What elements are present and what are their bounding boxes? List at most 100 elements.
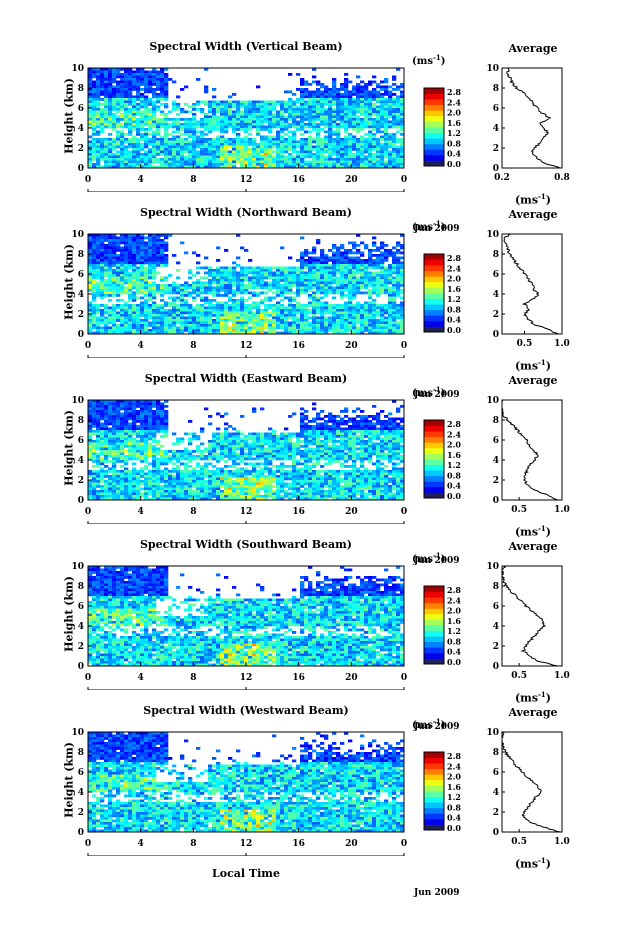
heatmap-cell: [400, 314, 405, 317]
heatmap-cell: [100, 410, 105, 413]
heatmap-cell: [132, 256, 137, 260]
heatmap-cell: [152, 289, 157, 292]
heatmap-cell: [232, 128, 237, 131]
heatmap-cell: [112, 450, 117, 453]
heatmap-cell: [160, 279, 165, 282]
heatmap-cell: [136, 158, 141, 161]
heatmap-cell: [300, 316, 305, 320]
heatmap-cell: [92, 75, 97, 79]
heatmap-cell: [176, 331, 181, 335]
heatmap-cell: [236, 120, 241, 124]
heatmap-cell: [256, 306, 261, 310]
heatmap-cell: [152, 75, 157, 79]
heatmap-cell: [292, 140, 297, 144]
heatmap-cell: [248, 304, 253, 307]
heatmap-cell: [240, 128, 245, 131]
heatmap-cell: [108, 163, 113, 166]
heatmap-cell: [116, 110, 121, 114]
heatmap-cell: [252, 291, 257, 295]
heatmap-cell: [336, 160, 341, 164]
heatmap-cell: [336, 324, 341, 327]
heatmap-cell: [108, 80, 113, 84]
heatmap-cell: [124, 145, 129, 149]
heatmap-cell: [292, 135, 297, 139]
heatmap-cell: [236, 299, 241, 302]
heatmap-cell: [124, 93, 129, 96]
heatmap-cell: [212, 314, 217, 317]
heatmap-cell: [152, 241, 157, 245]
heatmap-cell: [392, 125, 397, 129]
heatmap-cell: [108, 495, 113, 498]
heatmap-cell: [264, 145, 269, 149]
heatmap-cell: [120, 304, 125, 307]
heatmap-cell: [340, 321, 345, 325]
heatmap-cell: [292, 143, 297, 146]
heatmap-cell: [316, 133, 321, 136]
heatmap-cell: [312, 324, 317, 327]
heatmap-cell: [128, 236, 133, 240]
heatmap-cell: [260, 274, 265, 277]
heatmap-cell: [112, 98, 117, 101]
heatmap-cell: [148, 251, 153, 255]
heatmap-cell: [352, 291, 357, 295]
heatmap-cell: [388, 138, 393, 141]
heatmap-cell: [104, 98, 109, 101]
heatmap-cell: [200, 289, 205, 292]
heatmap-cell: [108, 140, 113, 144]
heatmap-cell: [92, 85, 97, 89]
y-tick-label: 2: [78, 310, 84, 320]
heatmap-cell: [88, 160, 93, 164]
heatmap-cell: [200, 281, 205, 285]
heatmap-cell: [148, 118, 153, 121]
heatmap-cell: [388, 153, 393, 156]
heatmap-cell: [260, 108, 265, 111]
heatmap-cell: [264, 165, 269, 169]
heatmap-cell: [112, 470, 117, 473]
heatmap-cell: [176, 284, 181, 287]
heatmap-cell: [328, 153, 333, 156]
heatmap-cell: [324, 113, 329, 116]
heatmap-cell: [300, 286, 305, 290]
heatmap-cell: [136, 274, 141, 277]
heatmap-cell: [336, 153, 341, 156]
heatmap-cell: [136, 68, 141, 71]
heatmap-cell: [108, 108, 113, 111]
colorbar-tick-label: 0.4: [447, 315, 461, 325]
heatmap-cell: [132, 254, 137, 257]
heatmap-cell: [256, 286, 261, 290]
heatmap-cell: [364, 301, 369, 305]
heatmap-cell: [104, 452, 109, 456]
heatmap-cell: [116, 103, 121, 106]
heatmap-cell: [92, 73, 97, 76]
heatmap-cell: [280, 135, 285, 139]
heatmap-cell: [336, 135, 341, 139]
heatmap-cell: [316, 239, 321, 242]
heatmap-cell: [396, 316, 401, 320]
heatmap-cell: [212, 118, 217, 121]
heatmap-cell: [324, 294, 329, 297]
heatmap-cell: [188, 321, 193, 325]
heatmap-cell: [260, 115, 265, 119]
heatmap-cell: [348, 93, 353, 96]
heatmap-cell: [152, 316, 157, 320]
heatmap-cell: [148, 299, 153, 302]
heatmap-cell: [172, 160, 177, 164]
heatmap-cell: [368, 274, 373, 277]
heatmap-cell: [384, 254, 389, 257]
heatmap-cell: [264, 271, 269, 275]
heatmap-cell: [112, 234, 117, 237]
heatmap-cell: [372, 279, 377, 282]
heatmap-cell: [116, 160, 121, 164]
heatmap-cell: [344, 165, 349, 169]
heatmap-cell: [212, 120, 217, 124]
heatmap-cell: [92, 256, 97, 260]
heatmap-cell: [288, 153, 293, 156]
heatmap-cell: [88, 437, 93, 441]
heatmap-cell: [260, 281, 265, 285]
heatmap-cell: [268, 160, 273, 164]
heatmap-cell: [236, 105, 241, 109]
y-tick-label: 6: [78, 270, 84, 280]
heatmap-cell: [324, 98, 329, 101]
heatmap-cell: [312, 251, 317, 255]
heatmap-cell: [212, 286, 217, 290]
